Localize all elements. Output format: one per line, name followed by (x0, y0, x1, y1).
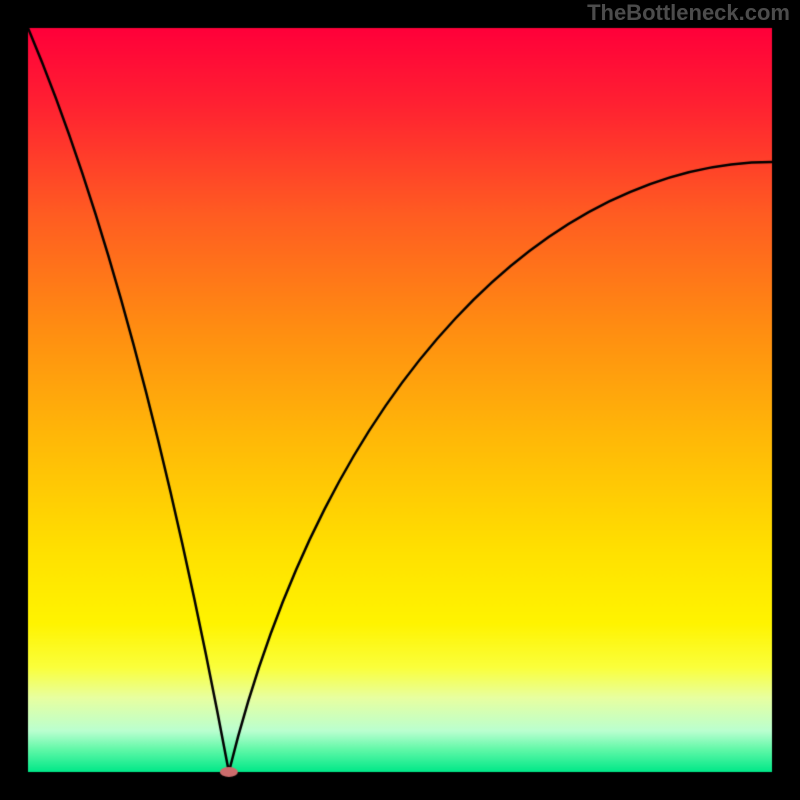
figure-container: TheBottleneck.com (0, 0, 800, 800)
bottleneck-curve-canvas (0, 0, 800, 800)
